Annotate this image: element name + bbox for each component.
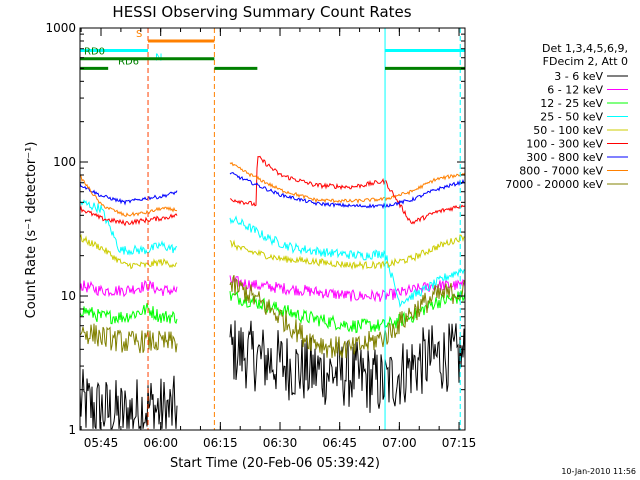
y-tick-label: 100 bbox=[53, 155, 76, 169]
series-line-1 bbox=[80, 275, 465, 303]
legend-entry: 7000 - 20000 keV bbox=[505, 178, 603, 191]
chart-title: HESSI Observing Summary Count Rates bbox=[112, 3, 411, 21]
legend-entry: 800 - 7000 keV bbox=[519, 165, 603, 178]
series-line-7 bbox=[80, 161, 465, 218]
x-tick-label: 06:45 bbox=[322, 436, 357, 450]
legend-entry: 6 - 12 keV bbox=[547, 84, 603, 97]
x-tick-label: 06:00 bbox=[143, 436, 178, 450]
y-tick-label: 1 bbox=[68, 423, 76, 437]
legend-entry: 50 - 100 keV bbox=[533, 124, 603, 137]
legend-header: FDecim 2, Att 0 bbox=[543, 55, 628, 68]
plot-area: SNRD0RD6 bbox=[79, 28, 465, 430]
flag-label-s: S bbox=[136, 29, 142, 40]
series-line-3 bbox=[80, 199, 465, 308]
y-tick-label: 1000 bbox=[45, 21, 76, 35]
x-tick-label: 07:00 bbox=[382, 436, 417, 450]
x-tick-label: 06:30 bbox=[263, 436, 298, 450]
legend-entry: 3 - 6 keV bbox=[554, 70, 603, 83]
flag-label-rd6: RD6 bbox=[118, 56, 139, 67]
series-line-4 bbox=[80, 233, 465, 271]
x-tick-label: 06:15 bbox=[203, 436, 238, 450]
y-tick-label: 10 bbox=[61, 289, 76, 303]
legend-entry: 100 - 300 keV bbox=[526, 138, 603, 151]
series-line-8 bbox=[80, 275, 465, 359]
legend-entry: 300 - 800 keV bbox=[526, 151, 603, 164]
series-line-0 bbox=[80, 320, 465, 430]
footer-timestamp: 10-Jan-2010 11:56 bbox=[561, 467, 636, 476]
legend-entry: 25 - 50 keV bbox=[540, 111, 603, 124]
series-line-6 bbox=[80, 172, 465, 210]
flag-label-rd0: RD0 bbox=[84, 47, 105, 58]
legend-entry: 12 - 25 keV bbox=[540, 97, 603, 110]
plot-frame bbox=[79, 27, 466, 431]
series-line-2 bbox=[80, 290, 465, 334]
x-tick-label: 05:45 bbox=[84, 436, 119, 450]
axes: 05:45 06:00 06:15 06:30 06:45 07:00 07:15 1 10 10… bbox=[45, 21, 476, 450]
series-line-5 bbox=[80, 155, 465, 227]
y-axis-title: Count Rate (s⁻¹ detector⁻¹) bbox=[24, 142, 39, 319]
legend-header: Det 1,3,4,5,6,9, bbox=[542, 42, 628, 55]
x-tick-label: 07:15 bbox=[442, 436, 477, 450]
x-axis-title: Start Time (20-Feb-06 05:39:42) bbox=[170, 456, 380, 471]
legend: Det 1,3,4,5,6,9,FDecim 2, Att 0 3 - 6 keV… bbox=[505, 42, 628, 191]
